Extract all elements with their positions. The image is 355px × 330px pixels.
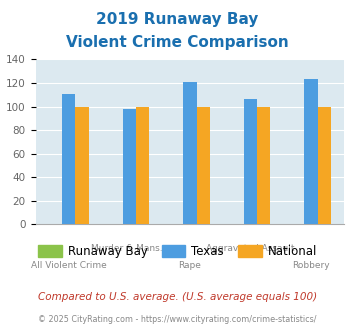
Bar <box>257 107 271 224</box>
Text: Murder & Mans...: Murder & Mans... <box>91 244 168 253</box>
Text: Aggravated Assault: Aggravated Assault <box>206 244 295 253</box>
Text: Robbery: Robbery <box>292 261 330 270</box>
Bar <box>62 94 76 224</box>
Bar <box>244 99 257 224</box>
Text: Compared to U.S. average. (U.S. average equals 100): Compared to U.S. average. (U.S. average … <box>38 292 317 302</box>
Bar <box>76 107 89 224</box>
Text: 2019 Runaway Bay: 2019 Runaway Bay <box>96 12 259 26</box>
Legend: Runaway Bay, Texas, National: Runaway Bay, Texas, National <box>33 241 322 263</box>
Bar <box>123 109 136 224</box>
Text: All Violent Crime: All Violent Crime <box>31 261 107 270</box>
Text: Violent Crime Comparison: Violent Crime Comparison <box>66 35 289 50</box>
Bar <box>183 82 197 224</box>
Bar <box>304 80 318 224</box>
Bar <box>197 107 210 224</box>
Bar <box>136 107 149 224</box>
Bar <box>318 107 331 224</box>
Text: © 2025 CityRating.com - https://www.cityrating.com/crime-statistics/: © 2025 CityRating.com - https://www.city… <box>38 315 317 324</box>
Text: Rape: Rape <box>179 261 201 270</box>
